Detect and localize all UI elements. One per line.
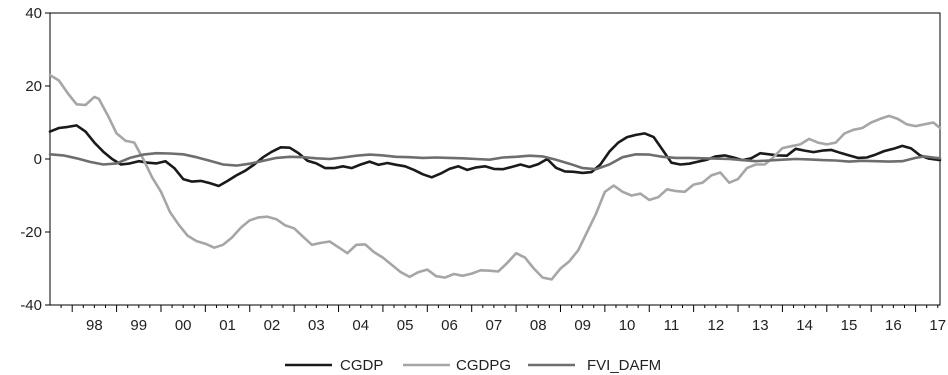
x-tick-label: 17 bbox=[929, 317, 946, 334]
x-tick-label: 12 bbox=[707, 317, 724, 334]
x-tick-label: 99 bbox=[130, 317, 147, 334]
legend-label-fvi-dafm: FVI_DAFM bbox=[587, 357, 661, 374]
legend-label-cgdp: CGDP bbox=[340, 357, 383, 374]
x-tick-label: 03 bbox=[308, 317, 325, 334]
x-tick-label: 00 bbox=[175, 317, 192, 334]
series-line-cgdp bbox=[48, 124, 942, 188]
y-tick-label: 20 bbox=[25, 78, 42, 95]
x-tick-label: 10 bbox=[619, 317, 636, 334]
y-tick-label: -40 bbox=[20, 297, 42, 314]
y-tick-label: 0 bbox=[34, 151, 42, 168]
x-tick-label: 09 bbox=[574, 317, 591, 334]
x-tick-label: 11 bbox=[664, 317, 680, 334]
x-tick-label: 08 bbox=[530, 317, 547, 334]
x-tick-label: 07 bbox=[486, 317, 503, 334]
legend-label-cgdpg: CGDPG bbox=[456, 357, 511, 374]
x-tick-label: 98 bbox=[86, 317, 103, 334]
series-line-cgdpg bbox=[48, 73, 942, 281]
x-tick-label: 05 bbox=[397, 317, 414, 334]
legend: CGDP CGDPG FVI_DAFM bbox=[285, 357, 661, 374]
x-tick-label: 06 bbox=[441, 317, 458, 334]
series-line-fvi-dafm bbox=[48, 151, 942, 171]
series-lines bbox=[48, 73, 942, 281]
x-axis: 98 99 00 01 02 03 04 05 06 07 08 09 10 11 12 13 14 15 16 17 bbox=[60, 305, 946, 334]
x-tick-label: 01 bbox=[219, 317, 236, 334]
y-tick-label: -20 bbox=[20, 224, 42, 241]
x-tick-label: 02 bbox=[264, 317, 281, 334]
y-tick-label: 40 bbox=[25, 5, 42, 22]
x-tick-label: 04 bbox=[352, 317, 369, 334]
x-tick-label: 15 bbox=[841, 317, 858, 334]
x-tick-label: 16 bbox=[885, 317, 902, 334]
x-tick-label: 13 bbox=[752, 317, 769, 334]
y-axis: -40 -20 0 20 40 bbox=[20, 5, 50, 314]
x-tick-label: 14 bbox=[796, 317, 813, 334]
